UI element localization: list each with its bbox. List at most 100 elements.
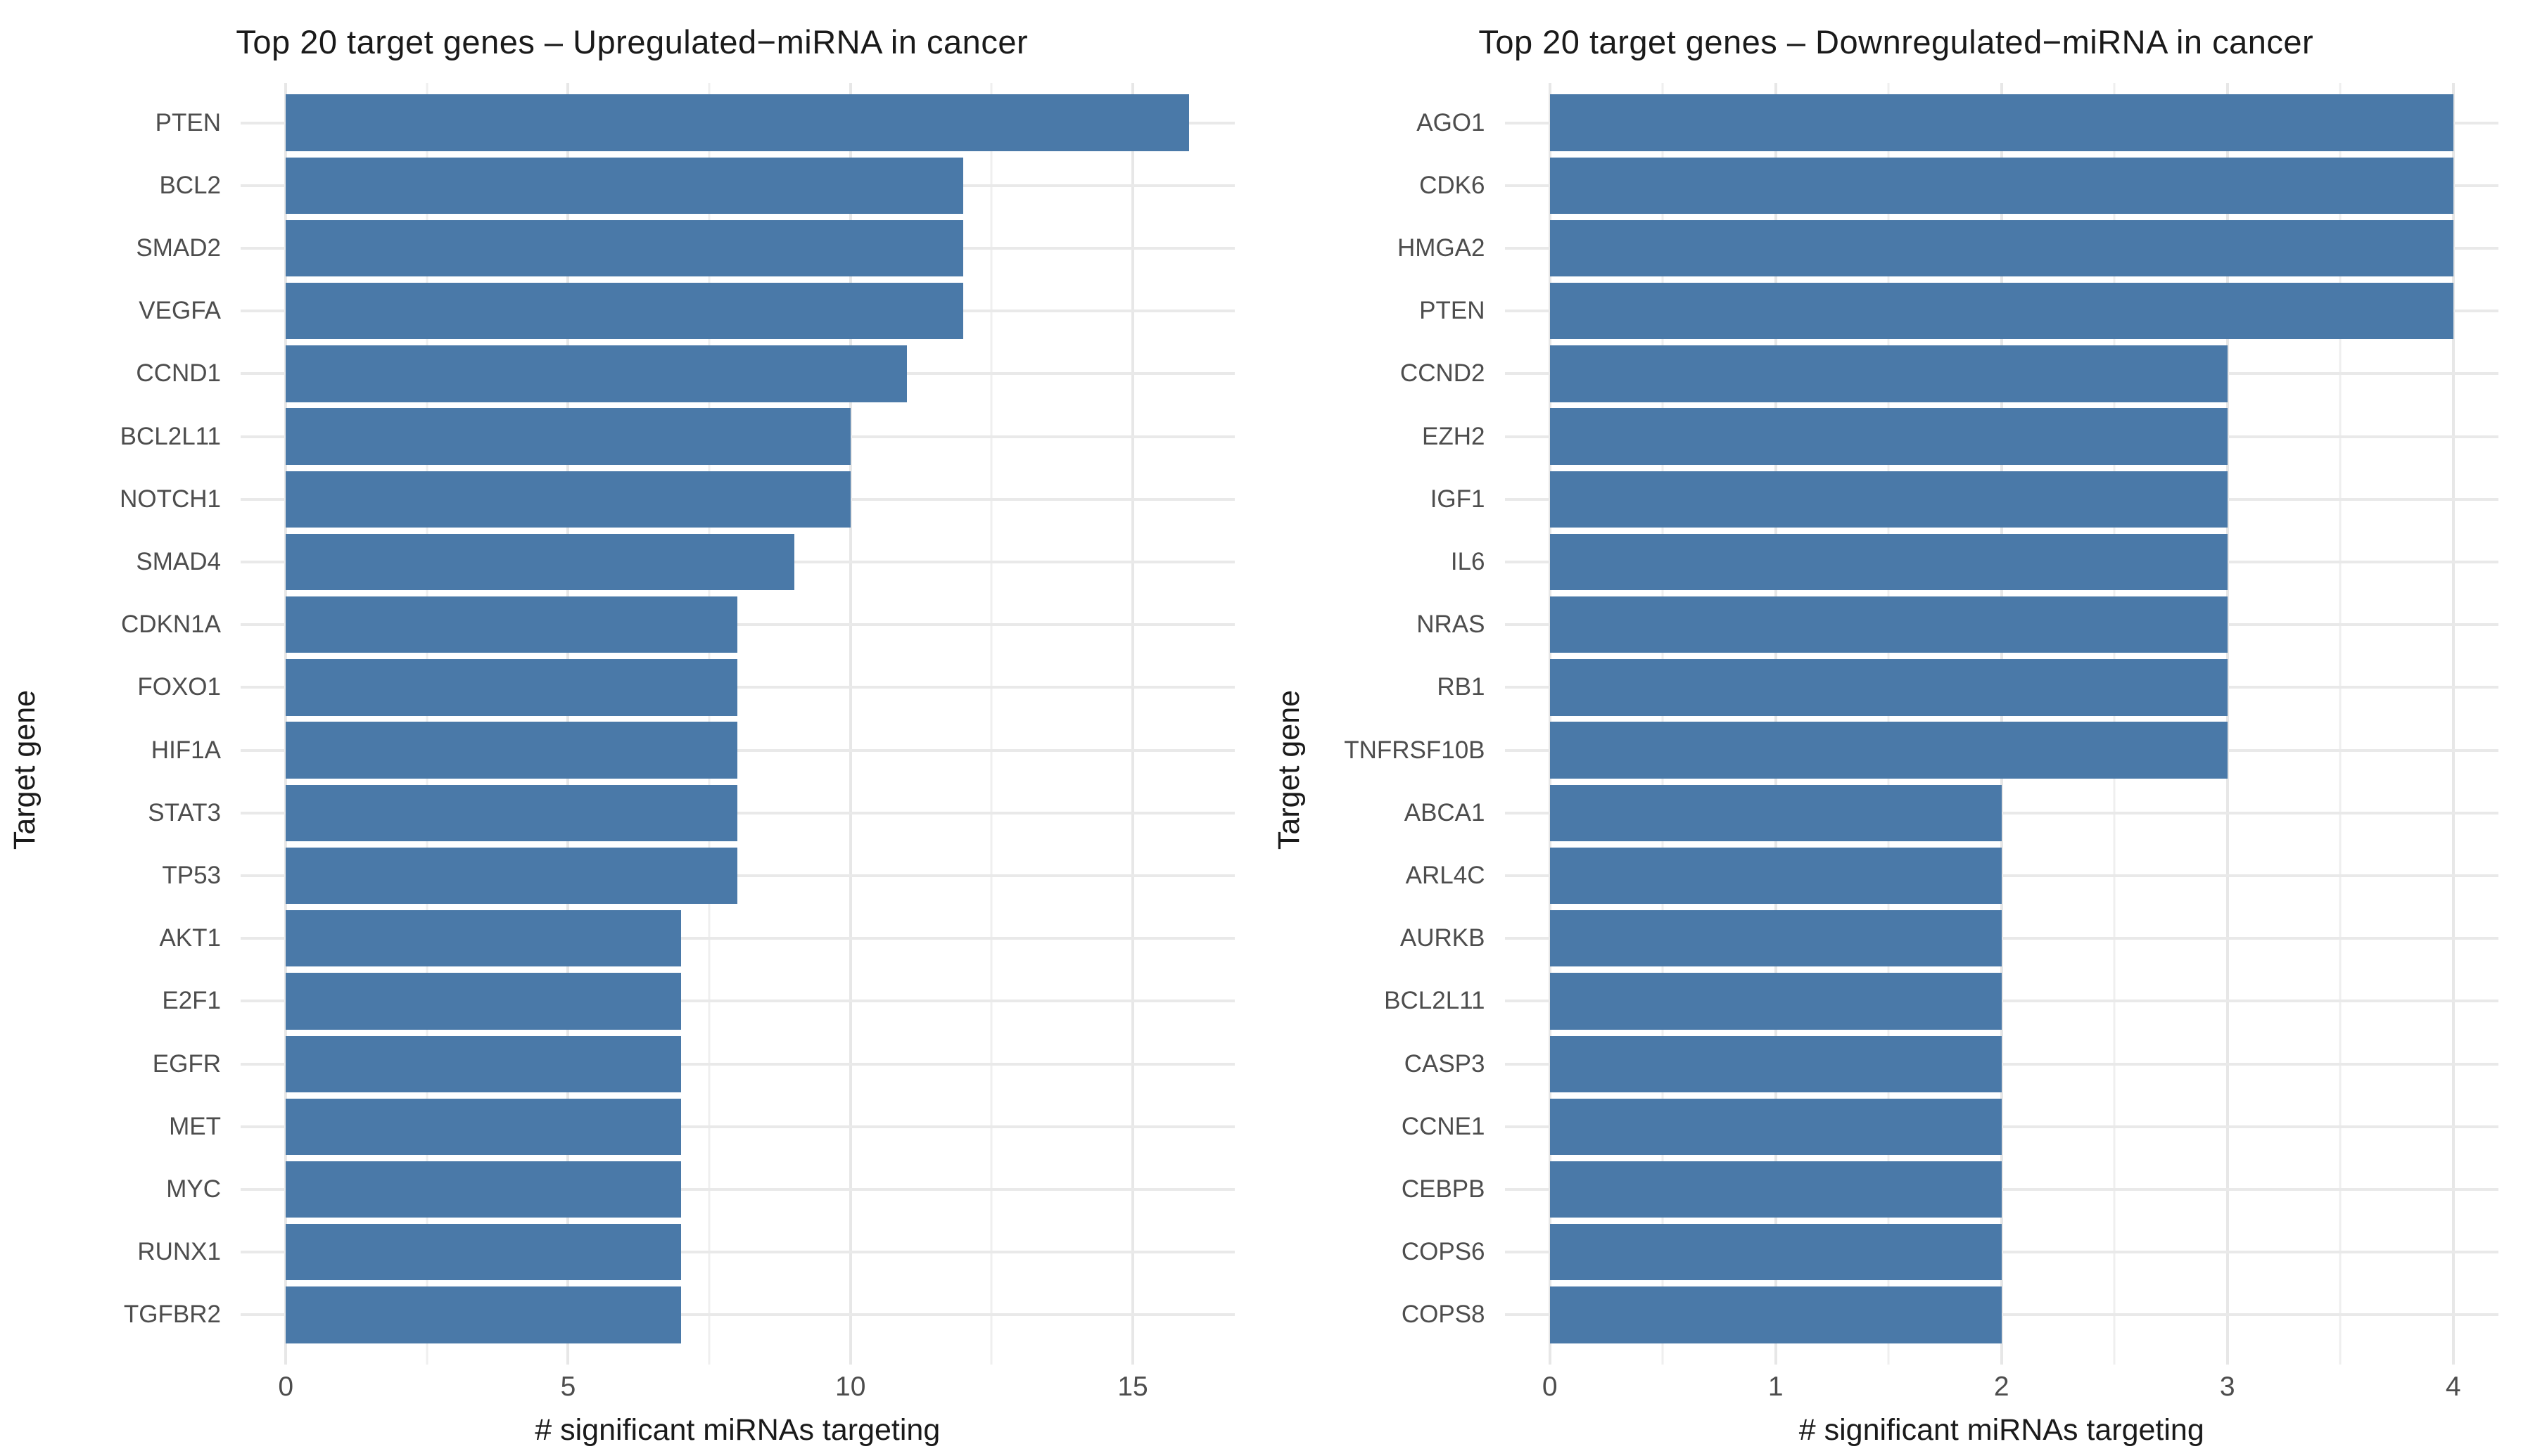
bar-row (241, 594, 1235, 656)
bar-row (241, 405, 1235, 468)
bar-row (241, 781, 1235, 844)
x-tick-label: 0 (278, 1372, 294, 1402)
bar-row (1504, 1033, 2498, 1095)
bar-row (241, 656, 1235, 719)
y-tick-label: IL6 (1450, 548, 1485, 576)
h-gridline (1504, 1062, 2498, 1066)
bar (1549, 408, 2228, 465)
y-tick-label: STAT3 (148, 798, 221, 826)
bar (1549, 471, 2228, 528)
bar (1549, 722, 2228, 779)
bar-row (241, 530, 1235, 593)
y-tick-label: BCL2 (159, 171, 221, 199)
y-tick-label: MET (169, 1112, 221, 1140)
v-gridline-major (1131, 83, 1135, 1365)
chart-title: Top 20 target genes – Downregulated−miRN… (1478, 23, 2314, 60)
bar (286, 1161, 681, 1218)
y-tick-label: HIF1A (151, 736, 221, 764)
bar (286, 910, 681, 967)
bar (1549, 1224, 2002, 1281)
y-tick-label: AGO1 (1416, 108, 1485, 136)
y-tick-label: COPS8 (1401, 1301, 1485, 1329)
y-tick-label: CCND2 (1399, 359, 1485, 388)
y-axis-title: Target gene (8, 689, 42, 850)
x-axis: 0 5 10 15 (241, 1365, 1235, 1404)
bar-row (241, 970, 1235, 1033)
bar-row (241, 217, 1235, 279)
y-tick-label: ARL4C (1405, 862, 1485, 890)
bar (286, 1035, 681, 1092)
x-tick-label: 0 (1542, 1372, 1558, 1402)
bar (1549, 784, 2002, 841)
h-gridline (241, 748, 1235, 752)
y-tick-label: NRAS (1416, 611, 1485, 639)
chart-upregulated: Top 20 target genes – Upregulated−miRNA … (0, 23, 1264, 1456)
bar (286, 283, 964, 340)
h-gridline (241, 811, 1235, 815)
y-tick-label: CEBPB (1401, 1175, 1485, 1203)
plot-area: PTEN BCL2 SMAD2 VEGFA CCND1 BCL2L11 NOTCH1 SMAD… (51, 83, 1235, 1456)
bar (1549, 659, 2228, 716)
bar-row (1504, 656, 2498, 719)
x-axis: 0 1 2 3 4 (1505, 1365, 2499, 1404)
bar-row (241, 91, 1235, 154)
h-gridline (241, 937, 1235, 940)
bar-row (241, 1158, 1235, 1220)
y-tick-label: E2F1 (162, 987, 221, 1015)
bar (286, 973, 681, 1030)
bar (286, 722, 738, 779)
bar-row (1504, 91, 2498, 154)
h-gridline (1504, 1251, 2498, 1254)
bar-row (241, 280, 1235, 343)
bar-row (1504, 530, 2498, 593)
y-tick-label: CCNE1 (1401, 1112, 1485, 1140)
x-tick-label: 10 (835, 1372, 866, 1402)
h-gridline (1504, 1125, 2498, 1128)
chart-body: Target gene PTEN BCL2 SMAD2 VEGFA CCND1 BCL2L… (0, 83, 1264, 1456)
bar-row (1504, 719, 2498, 781)
h-gridline (241, 874, 1235, 878)
bar (286, 157, 964, 214)
x-tick-label: 3 (2219, 1372, 2235, 1402)
bar-row (1504, 781, 2498, 844)
y-tick-label: VEGFA (139, 297, 221, 325)
y-tick-label: AKT1 (159, 924, 221, 952)
bar (1549, 596, 2228, 653)
h-gridline (241, 1313, 1235, 1317)
bar-row (1504, 405, 2498, 468)
bar-row (241, 1284, 1235, 1346)
y-axis-title: Target gene (1272, 689, 1306, 850)
y-tick-label: PTEN (155, 108, 221, 136)
bar-row (1504, 907, 2498, 970)
chart-title: Top 20 target genes – Upregulated−miRNA … (236, 23, 1029, 60)
bar (286, 219, 964, 277)
x-tick-label: 4 (2445, 1372, 2461, 1402)
bar (286, 408, 851, 465)
y-tick-label: SMAD2 (136, 234, 221, 262)
y-tick-label: TGFBR2 (123, 1301, 221, 1329)
bar-row (1504, 970, 2498, 1033)
bar (1549, 1035, 2002, 1092)
bar-row (1504, 154, 2498, 217)
h-gridline (241, 1125, 1235, 1128)
plot-area: AGO1 CDK6 HMGA2 PTEN CCND2 EZH2 IGF1 IL6 NRAS RB1… (1315, 83, 2499, 1456)
h-gridline (241, 1000, 1235, 1003)
bar-rows (241, 91, 1235, 1346)
y-tick-label: BCL2L11 (1384, 987, 1485, 1015)
h-gridline (1504, 1313, 2498, 1317)
bar-row (241, 1095, 1235, 1158)
x-tick-label: 5 (560, 1372, 576, 1402)
bar (286, 533, 794, 591)
bar-row (241, 154, 1235, 217)
bar (1549, 283, 2453, 340)
h-gridline (1504, 937, 2498, 940)
chart-body: Target gene AGO1 CDK6 HMGA2 PTEN CCND2 EZH2 IG… (1264, 83, 2528, 1456)
y-tick-label: CCND1 (136, 359, 221, 388)
bar (286, 784, 738, 841)
y-tick-label: EZH2 (1422, 422, 1485, 450)
bar (1549, 973, 2002, 1030)
y-tick-label: IGF1 (1430, 485, 1485, 513)
bar-row (241, 468, 1235, 530)
y-tick-label: RUNX1 (137, 1238, 221, 1266)
bar-row (1504, 280, 2498, 343)
